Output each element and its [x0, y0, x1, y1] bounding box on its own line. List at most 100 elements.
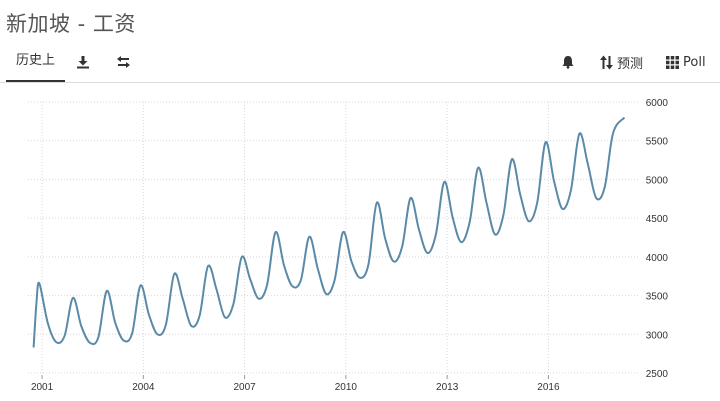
- chart-grid: [28, 101, 640, 379]
- data-point[interactable]: [128, 330, 136, 338]
- data-point[interactable]: [415, 226, 423, 234]
- x-tick-label: 2013: [436, 382, 459, 393]
- x-tick-label: 2004: [132, 382, 155, 393]
- data-point[interactable]: [449, 214, 457, 222]
- y-tick-label: 5500: [646, 137, 669, 148]
- data-point[interactable]: [533, 199, 541, 207]
- data-point[interactable]: [542, 138, 550, 146]
- data-point[interactable]: [339, 228, 347, 236]
- data-point[interactable]: [187, 322, 195, 330]
- data-point[interactable]: [196, 312, 204, 320]
- data-point[interactable]: [280, 261, 288, 269]
- compare-button[interactable]: [116, 52, 131, 72]
- data-point[interactable]: [559, 205, 567, 213]
- data-point[interactable]: [584, 160, 592, 168]
- data-point[interactable]: [229, 300, 237, 308]
- data-point[interactable]: [314, 265, 322, 273]
- data-point[interactable]: [508, 155, 516, 163]
- data-point[interactable]: [440, 178, 448, 186]
- data-point[interactable]: [137, 282, 145, 290]
- data-point[interactable]: [348, 258, 356, 266]
- data-point[interactable]: [272, 228, 280, 236]
- data-point[interactable]: [52, 338, 60, 346]
- data-point[interactable]: [246, 275, 254, 283]
- data-point[interactable]: [297, 276, 305, 284]
- data-point[interactable]: [575, 130, 583, 138]
- data-point[interactable]: [331, 276, 339, 284]
- poll-label: Poll: [683, 54, 706, 70]
- data-point[interactable]: [381, 235, 389, 243]
- data-point[interactable]: [305, 233, 313, 241]
- data-point[interactable]: [373, 199, 381, 207]
- data-point[interactable]: [432, 230, 440, 238]
- data-point[interactable]: [288, 282, 296, 290]
- data-point[interactable]: [592, 194, 600, 202]
- bell-icon: [561, 55, 575, 69]
- data-point[interactable]: [525, 217, 533, 225]
- data-point[interactable]: [153, 330, 161, 338]
- data-point[interactable]: [32, 299, 40, 307]
- data-point[interactable]: [213, 285, 221, 293]
- data-point[interactable]: [516, 191, 524, 199]
- data-point[interactable]: [620, 114, 628, 122]
- series-line-0: [32, 116, 626, 348]
- x-tick-label: 2016: [537, 382, 560, 393]
- data-point[interactable]: [94, 333, 102, 341]
- x-tick-label: 2010: [335, 382, 358, 393]
- tab-history[interactable]: 历史上: [6, 46, 66, 82]
- x-tick-label: 2007: [233, 382, 256, 393]
- data-point[interactable]: [466, 218, 474, 226]
- data-point[interactable]: [499, 211, 507, 219]
- data-point[interactable]: [407, 194, 415, 202]
- data-point[interactable]: [221, 313, 229, 321]
- data-point[interactable]: [238, 253, 246, 261]
- data-point[interactable]: [567, 186, 575, 194]
- data-point[interactable]: [111, 319, 119, 327]
- data-point[interactable]: [491, 230, 499, 238]
- data-point[interactable]: [145, 311, 153, 319]
- data-point[interactable]: [61, 332, 69, 340]
- sort-arrows-icon: [600, 55, 613, 70]
- x-tick-label: 2001: [31, 382, 54, 393]
- data-point[interactable]: [120, 337, 128, 345]
- poll-button[interactable]: Poll: [666, 52, 706, 72]
- data-point[interactable]: [263, 281, 271, 289]
- data-point[interactable]: [390, 258, 398, 266]
- y-tick-label: 3500: [646, 292, 669, 303]
- download-icon: [76, 55, 90, 69]
- data-point[interactable]: [44, 319, 52, 327]
- data-point[interactable]: [550, 177, 558, 185]
- data-point[interactable]: [35, 279, 43, 287]
- swap-arrows-icon: [116, 55, 131, 69]
- data-point[interactable]: [424, 249, 432, 257]
- data-point[interactable]: [103, 287, 111, 295]
- data-point[interactable]: [322, 290, 330, 298]
- data-point[interactable]: [474, 164, 482, 172]
- data-point[interactable]: [457, 238, 465, 246]
- data-point[interactable]: [204, 262, 212, 270]
- x-axis-ticks: 2001 2004 2007 2010 2013 2016: [31, 382, 560, 393]
- y-tick-label: 6000: [646, 98, 669, 109]
- data-point[interactable]: [483, 199, 491, 207]
- data-point[interactable]: [69, 294, 77, 302]
- download-button[interactable]: [76, 52, 90, 72]
- alert-button[interactable]: [561, 52, 575, 72]
- y-tick-label: 2500: [646, 369, 669, 380]
- data-point[interactable]: [86, 339, 94, 347]
- data-point[interactable]: [356, 274, 364, 282]
- data-point[interactable]: [179, 295, 187, 303]
- data-point[interactable]: [162, 321, 170, 329]
- data-point[interactable]: [170, 270, 178, 278]
- data-point[interactable]: [30, 343, 38, 351]
- data-point[interactable]: [609, 129, 617, 137]
- y-axis-ticks: 6000 5500 5000 4500 4000 3500 3000 2500: [646, 98, 669, 380]
- data-point[interactable]: [255, 295, 263, 303]
- y-tick-label: 4500: [646, 214, 669, 225]
- data-point[interactable]: [77, 323, 85, 331]
- data-point[interactable]: [364, 261, 372, 269]
- forecast-button[interactable]: 预测: [600, 52, 643, 72]
- data-point[interactable]: [601, 183, 609, 191]
- data-point[interactable]: [398, 243, 406, 251]
- grid-icon: [666, 55, 679, 69]
